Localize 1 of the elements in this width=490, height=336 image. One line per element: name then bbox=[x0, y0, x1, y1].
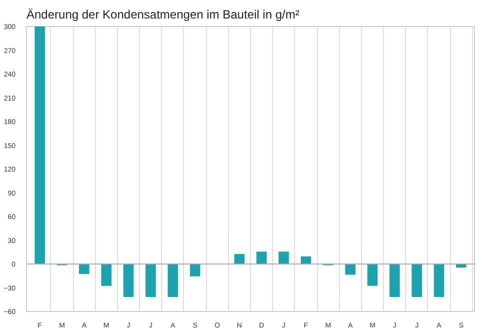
chart-title: Änderung der Kondensatmengen im Bauteil in g/m² bbox=[26, 8, 300, 22]
